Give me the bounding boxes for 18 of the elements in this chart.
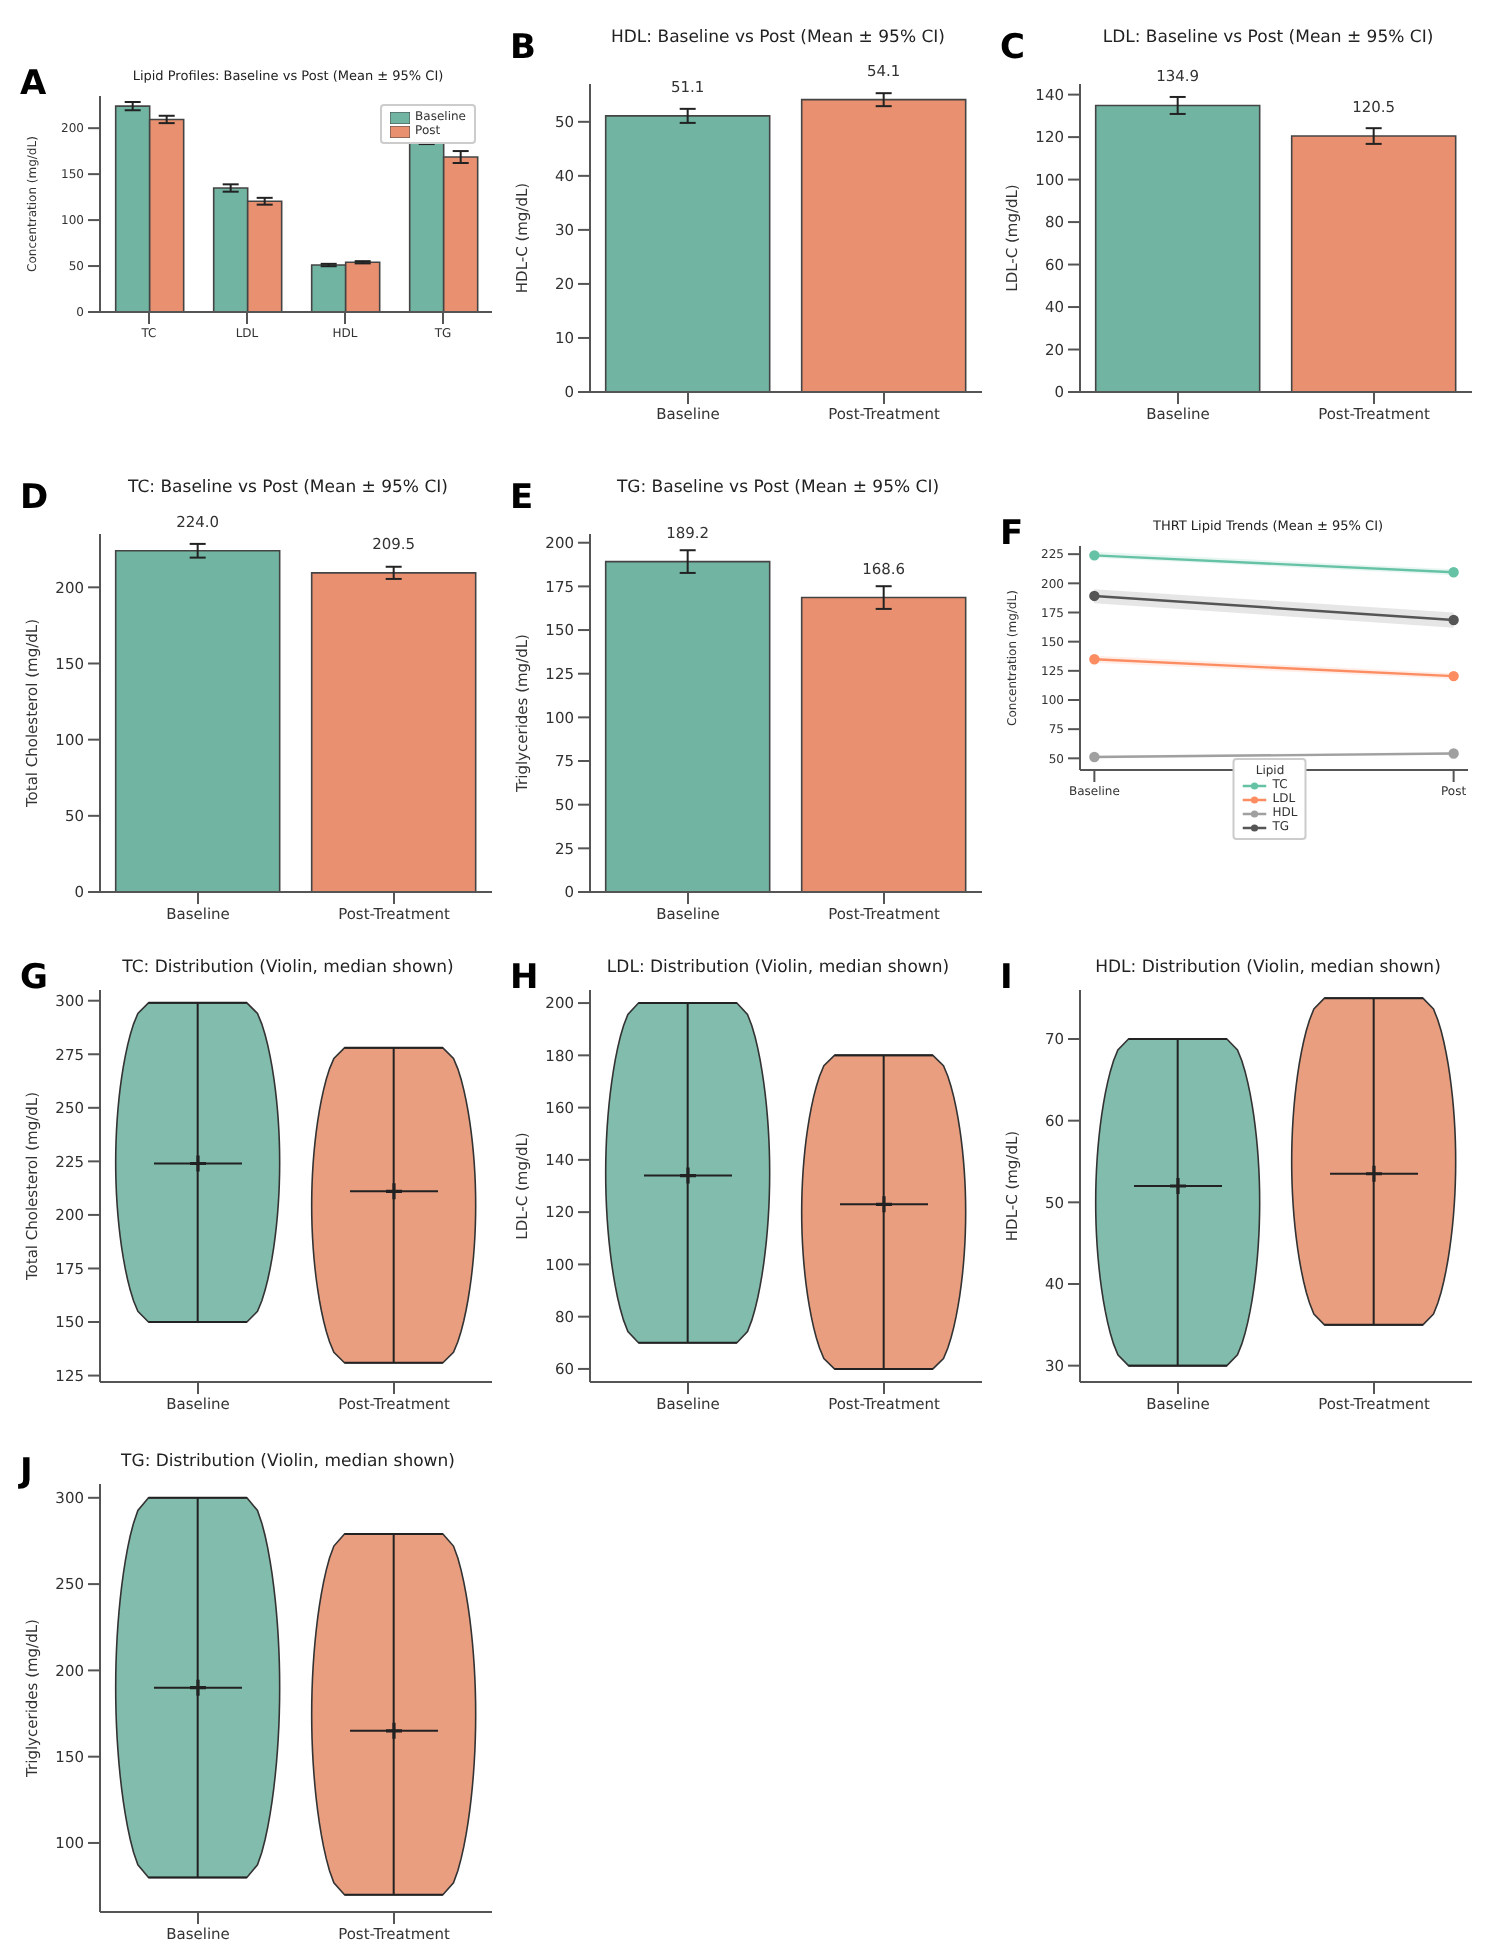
text: G <box>20 958 48 998</box>
chart-title: TC: Baseline vs Post (Mean ± 95% CI) <box>126 478 450 498</box>
annotation: F <box>1000 514 1024 554</box>
chart-title: TC: Distribution (Violin, median shown) <box>120 958 456 978</box>
text: E <box>510 478 534 518</box>
text: C <box>1000 28 1025 68</box>
chart-title: TG: Baseline vs Post (Mean ± 95% CI) <box>614 478 942 498</box>
text: A <box>20 64 47 104</box>
text: D <box>20 478 49 518</box>
chart-title: HDL: Baseline vs Post (Mean ± 95% CI) <box>609 28 947 48</box>
chart-title: LDL: Baseline vs Post (Mean ± 95% CI) <box>1100 28 1436 48</box>
text: H <box>510 958 539 998</box>
text: B <box>510 28 536 68</box>
chart-title: LDL: Distribution (Violin, median shown) <box>604 958 952 978</box>
chart-title: TG: Distribution (Violin, median shown) <box>119 1452 457 1472</box>
text: I <box>1000 958 1013 998</box>
text: J <box>20 1452 33 1492</box>
chart-title: HDL: Distribution (Violin, median shown) <box>1093 958 1443 978</box>
